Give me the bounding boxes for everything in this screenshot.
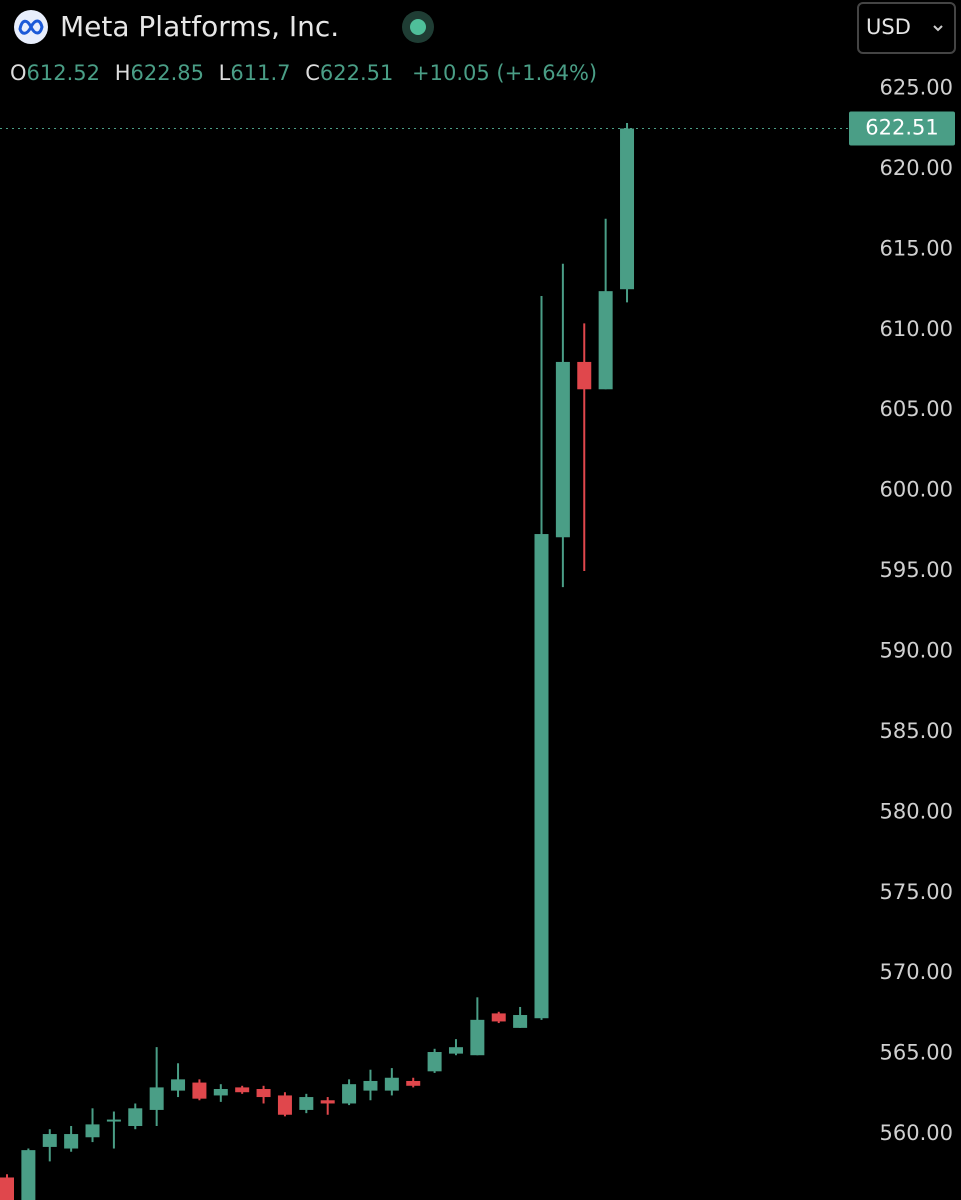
candle-body: [577, 361, 592, 390]
y-tick-label: 625.00: [880, 75, 953, 99]
candle-body: [427, 1052, 442, 1072]
legend-change: +10.05 (+1.64%): [412, 61, 597, 85]
y-tick-label: 610.00: [880, 317, 953, 341]
candle-body: [42, 1134, 57, 1147]
y-tick-label: 600.00: [880, 478, 953, 502]
y-tick-label: 615.00: [880, 236, 953, 260]
legend-close: 622.51: [320, 61, 393, 85]
candle-body: [192, 1082, 207, 1099]
candle-body: [555, 361, 570, 538]
candle-body: [384, 1077, 399, 1091]
y-tick-label: 580.00: [880, 799, 953, 823]
legend-open: 612.52: [27, 61, 100, 85]
candle-body: [85, 1124, 100, 1138]
candle-body: [491, 1013, 506, 1022]
candle-body: [299, 1097, 314, 1110]
candle-body: [106, 1119, 121, 1122]
logo-mark: [18, 19, 44, 35]
candle-body: [149, 1087, 164, 1110]
candle-body: [470, 1019, 485, 1056]
y-tick-label: 595.00: [880, 558, 953, 582]
y-tick-label: 585.00: [880, 719, 953, 743]
y-tick-label: 590.00: [880, 638, 953, 662]
chart-title: Meta Platforms, Inc.: [60, 10, 339, 43]
y-tick-label: 560.00: [880, 1121, 953, 1145]
legend-low: 611.7: [230, 61, 290, 85]
y-tick-label: 565.00: [880, 1041, 953, 1065]
legend-l: L: [219, 61, 231, 85]
candle-body: [342, 1084, 357, 1104]
legend-high: 622.85: [131, 61, 204, 85]
candle-body: [513, 1015, 528, 1028]
candle-body: [171, 1079, 186, 1091]
candle-body: [128, 1108, 143, 1127]
candle-body: [448, 1047, 463, 1054]
price-tag: [849, 111, 955, 146]
price-tag-label: 622.51: [865, 116, 938, 140]
y-tick-label: 575.00: [880, 880, 953, 904]
candle-body: [213, 1089, 228, 1096]
currency: USD: [866, 15, 911, 39]
candle-body: [534, 534, 549, 1019]
candle-body: [406, 1080, 421, 1086]
currency-button[interactable]: [857, 2, 956, 54]
legend-h: H: [115, 61, 131, 85]
candle-body: [21, 1150, 36, 1200]
y-tick-label: 570.00: [880, 960, 953, 984]
ohlc-legend: O612.52 H622.85 L611.7 C622.51 +10.05 (+…: [10, 61, 597, 85]
legend-o: O: [10, 61, 27, 85]
candle-body: [256, 1089, 271, 1098]
candle-body: [64, 1134, 79, 1149]
y-tick-label: 605.00: [880, 397, 953, 421]
legend-c: C: [305, 61, 320, 85]
y-tick-label: 620.00: [880, 156, 953, 180]
candle-body: [235, 1087, 250, 1093]
dropdown-arrow: [933, 25, 943, 32]
candle-body: [620, 128, 635, 290]
candle-body: [598, 291, 613, 390]
candle-body: [277, 1095, 292, 1115]
candle-body: [363, 1080, 378, 1091]
candle-body: [0, 1177, 14, 1200]
status-dot: [410, 19, 426, 35]
candle-body: [320, 1100, 335, 1104]
